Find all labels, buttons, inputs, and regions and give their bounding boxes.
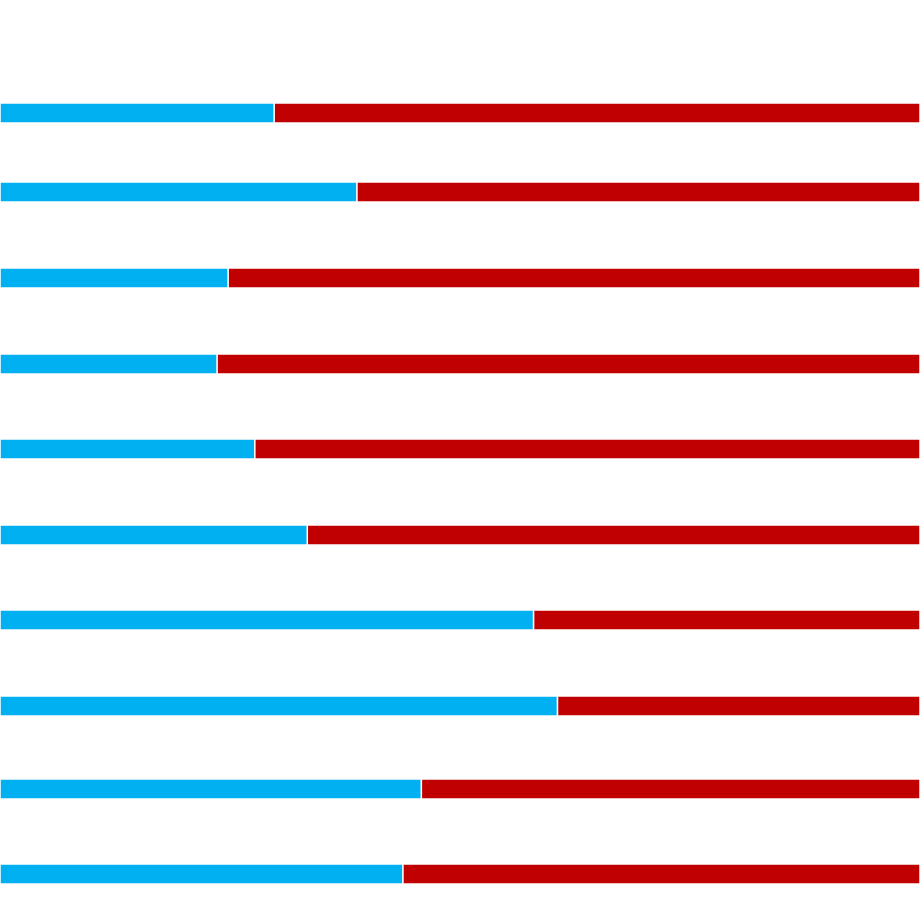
- bar-row-5: [0, 438, 920, 460]
- bar-segment-row1-series1: [0, 102, 275, 124]
- bar-segment-row3-series2: [227, 267, 920, 289]
- bar-row-8: [0, 695, 920, 717]
- bar-segment-row4-series1: [0, 353, 218, 375]
- bar-row-3: [0, 267, 920, 289]
- bar-row-7: [0, 609, 920, 631]
- bar-segment-row8-series2: [556, 695, 920, 717]
- bar-row-10: [0, 863, 920, 885]
- bar-segment-row6-series1: [0, 524, 309, 546]
- bar-row-1: [0, 102, 920, 124]
- bar-segment-row2-series1: [0, 181, 358, 203]
- bar-segment-row5-series1: [0, 438, 256, 460]
- bar-segment-row7-series1: [0, 609, 535, 631]
- bar-row-4: [0, 353, 920, 375]
- bar-segment-row7-series2: [532, 609, 920, 631]
- bar-segment-row8-series1: [0, 695, 559, 717]
- bar-row-6: [0, 524, 920, 546]
- bar-row-9: [0, 778, 920, 800]
- bar-segment-row6-series2: [306, 524, 920, 546]
- bar-segment-row9-series1: [0, 778, 423, 800]
- bar-row-2: [0, 181, 920, 203]
- bar-segment-row4-series2: [216, 353, 920, 375]
- bar-segment-row2-series2: [356, 181, 920, 203]
- bar-segment-row5-series2: [254, 438, 920, 460]
- bar-segment-row10-series1: [0, 863, 404, 885]
- bar-segment-row1-series2: [273, 102, 920, 124]
- bar-segment-row10-series2: [402, 863, 920, 885]
- bar-segment-row9-series2: [420, 778, 920, 800]
- bar-segment-row3-series1: [0, 267, 229, 289]
